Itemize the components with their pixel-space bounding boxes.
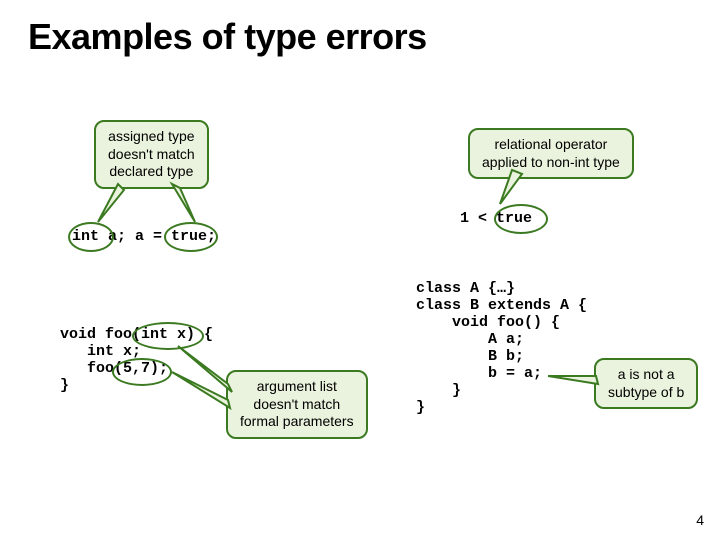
page-number: 4 <box>696 512 704 528</box>
callout-tail <box>0 0 720 540</box>
